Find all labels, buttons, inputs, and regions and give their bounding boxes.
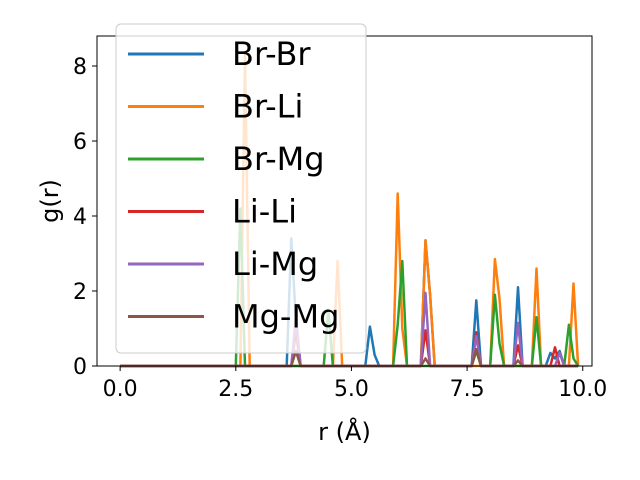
y-tick-label: 8 (73, 55, 87, 80)
x-tick-label: 2.5 (218, 377, 253, 402)
x-tick-label: 7.5 (450, 377, 485, 402)
x-axis-label: r (Å) (318, 417, 371, 446)
y-tick-label: 2 (73, 280, 87, 305)
legend-label-li-mg: Li-Mg (232, 245, 318, 283)
legend-label-br-li: Br-Li (232, 88, 303, 126)
y-tick-label: 6 (73, 130, 87, 155)
ticks-layer: 0.0 2.5 5.0 7.5 10.0 0 2 4 6 8 (73, 55, 607, 402)
y-tick-label: 4 (73, 205, 87, 230)
x-tick-label: 5.0 (334, 377, 369, 402)
legend-label-br-mg: Br-Mg (232, 140, 325, 178)
legend: Br-Br Br-Li Br-Mg Li-Li Li-Mg Mg-Mg (115, 23, 367, 354)
legend-label-li-li: Li-Li (232, 193, 297, 231)
x-tick-label: 10.0 (558, 377, 607, 402)
y-axis-label: g(r) (36, 179, 64, 223)
x-tick-label: 0.0 (103, 377, 138, 402)
legend-label-br-br: Br-Br (232, 35, 311, 73)
legend-label-mg-mg: Mg-Mg (232, 298, 339, 336)
y-tick-label: 0 (73, 355, 87, 380)
